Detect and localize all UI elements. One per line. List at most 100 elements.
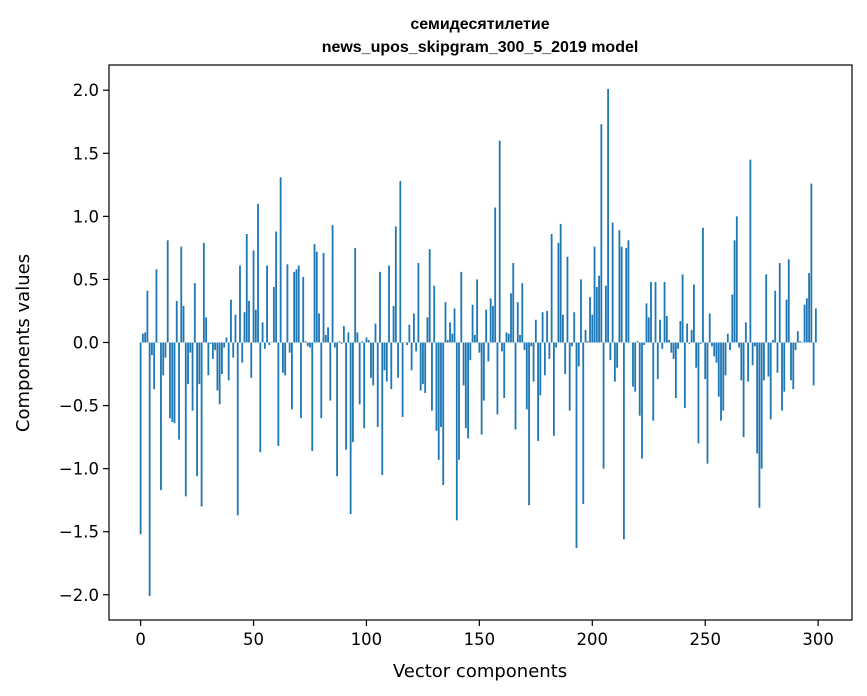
- bar: [790, 342, 792, 381]
- bar: [634, 342, 637, 392]
- bar: [595, 287, 598, 343]
- bar: [787, 259, 790, 343]
- bar: [354, 247, 357, 343]
- bar: [794, 342, 797, 351]
- bar: [604, 285, 607, 343]
- bar: [422, 342, 424, 385]
- bar: [462, 342, 465, 386]
- bar: [796, 331, 799, 343]
- bar: [478, 342, 481, 353]
- bar: [180, 246, 183, 343]
- bar: [552, 342, 555, 436]
- bar: [763, 342, 765, 381]
- bar: [571, 342, 573, 347]
- bar: [713, 342, 716, 357]
- bar: [225, 337, 228, 343]
- bar: [697, 342, 700, 444]
- bar: [455, 342, 458, 521]
- bar: [169, 342, 171, 419]
- bar: [374, 323, 377, 343]
- bar: [665, 316, 668, 343]
- bar: [182, 305, 185, 343]
- bar: [541, 312, 544, 343]
- bar: [263, 342, 266, 349]
- bar: [582, 342, 585, 504]
- bar: [279, 177, 282, 343]
- bar: [627, 240, 630, 343]
- bar: [534, 319, 537, 343]
- bar: [254, 309, 257, 343]
- bar: [189, 342, 192, 353]
- bar: [383, 342, 386, 371]
- bar: [670, 342, 673, 353]
- bar: [286, 264, 289, 343]
- bar: [654, 281, 657, 343]
- bar: [735, 216, 738, 343]
- bar: [609, 342, 612, 361]
- bar: [419, 342, 422, 391]
- bar: [381, 342, 384, 475]
- bar: [482, 342, 485, 401]
- bar: [322, 252, 325, 343]
- bar: [178, 342, 180, 440]
- bar: [812, 342, 815, 386]
- y-tick-label: 2.0: [73, 81, 99, 100]
- bar: [557, 242, 560, 343]
- bar: [302, 276, 305, 343]
- bar: [496, 342, 499, 415]
- bar: [738, 342, 740, 348]
- bar: [458, 342, 460, 460]
- bar: [200, 342, 203, 507]
- x-tick-label: 250: [689, 630, 721, 649]
- bar: [216, 342, 219, 391]
- bar: [699, 342, 702, 344]
- bar: [193, 283, 196, 343]
- bar: [315, 251, 318, 343]
- bar: [573, 312, 576, 343]
- bar: [288, 342, 291, 353]
- bar: [695, 342, 698, 368]
- bar: [584, 329, 587, 343]
- bar: [765, 274, 768, 343]
- bar: [388, 265, 390, 343]
- bar: [250, 342, 253, 378]
- bar: [331, 225, 334, 343]
- bar: [241, 342, 244, 363]
- bar: [663, 281, 666, 343]
- bar: [162, 342, 165, 376]
- bar: [166, 240, 169, 343]
- bar: [625, 247, 628, 343]
- bar: [514, 342, 517, 430]
- bar: [160, 342, 162, 491]
- bar: [717, 342, 720, 397]
- bar: [426, 317, 429, 343]
- bar: [693, 284, 695, 343]
- bar: [753, 342, 756, 347]
- y-axis-label: Components values: [13, 254, 34, 432]
- bars-group: [139, 88, 817, 597]
- bar: [792, 342, 795, 390]
- bar: [252, 250, 255, 343]
- bar: [442, 342, 445, 486]
- bar: [345, 342, 348, 450]
- bar: [778, 263, 781, 343]
- bar: [324, 334, 327, 343]
- x-tick-label: 200: [577, 630, 609, 649]
- bar: [198, 342, 201, 385]
- y-tick-label: −0.5: [59, 397, 99, 416]
- bar: [214, 342, 217, 351]
- x-tick-label: 150: [464, 630, 496, 649]
- bar: [480, 342, 483, 435]
- bar: [783, 342, 786, 392]
- bar: [268, 342, 271, 346]
- bar: [340, 342, 343, 344]
- bar: [559, 223, 562, 343]
- bar: [532, 342, 535, 382]
- y-tick-label: −2.0: [59, 586, 99, 605]
- bar: [708, 313, 711, 343]
- bar: [543, 342, 546, 376]
- bar: [173, 342, 176, 424]
- bar: [313, 244, 316, 343]
- bar: [679, 321, 682, 343]
- bar: [591, 314, 594, 343]
